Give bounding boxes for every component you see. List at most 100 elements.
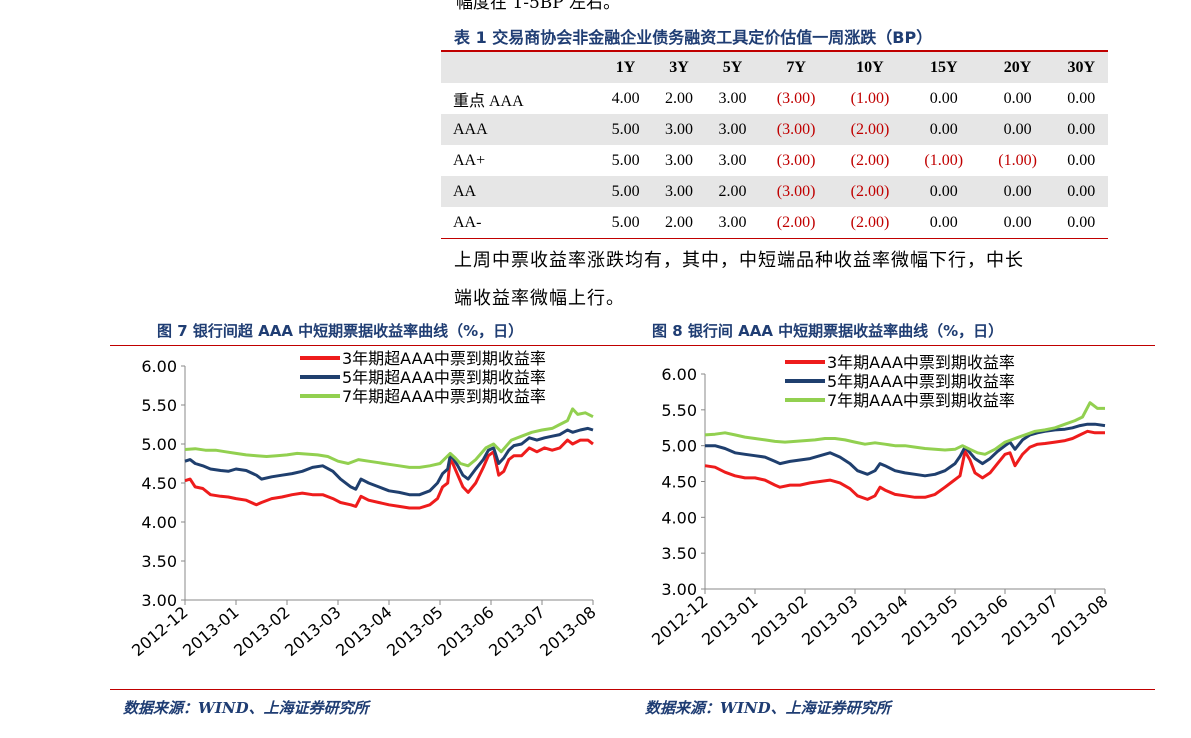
x-tick-label: 2013-01 [179, 603, 242, 661]
header-cell: 20Y [980, 50, 1055, 83]
table-cell: 0.00 [1054, 176, 1108, 207]
table-cell: (1.00) [998, 151, 1037, 169]
y-tick-label: 3.00 [141, 591, 177, 610]
legend-label: 5年期AAA中票到期收益率 [827, 372, 1015, 391]
row-label: AA+ [453, 151, 486, 169]
pricing-table: 1Y 3Y 5Y 7Y 10Y 15Y 20Y 30Y 重点 AAA 4.00 2.… [441, 50, 1108, 239]
row-label: AAA [441, 114, 599, 145]
table-cell: 5.00 [598, 207, 653, 239]
table-cell: (3.00) [776, 89, 816, 107]
row-label: AA- [441, 207, 599, 239]
table-cell: 0.00 [980, 114, 1055, 145]
legend-label: 7年期AAA中票到期收益率 [827, 391, 1015, 410]
table-cell: 0.00 [980, 176, 1055, 207]
x-tick-label: 2013-06 [434, 603, 497, 661]
series-line [184, 438, 594, 510]
x-tick-label: 2013-03 [281, 603, 344, 661]
top-partial-line: 幅度在 1-5BP 左右。 [456, 0, 621, 13]
series-line [705, 422, 1106, 478]
table-cell: 2.00 [665, 89, 694, 107]
table-cell: (2.00) [850, 151, 890, 169]
table-cell: 0.00 [1054, 114, 1108, 145]
y-tick-label: 4.00 [141, 513, 177, 532]
x-tick-label: 2012-12 [128, 603, 191, 661]
y-tick-label: 6.00 [661, 365, 697, 384]
table-row: 重点 AAA 4.00 2.00 3.00 (3.00) (1.00) 0.00 0.00 0.… [441, 83, 1108, 114]
table-cell: 3.00 [718, 89, 747, 107]
table-cell: (3.00) [759, 176, 834, 207]
y-tick-label: 4.50 [661, 473, 697, 492]
legend-label: 7年期超AAA中票到期收益率 [342, 387, 546, 406]
table-cell: 5.00 [598, 114, 653, 145]
table-cell: 3.00 [718, 151, 747, 169]
source-note-left: 数据来源：WIND、上海证券研究所 [123, 699, 369, 717]
x-tick-label: 2013-07 [485, 603, 548, 661]
source-note-right: 数据来源：WIND、上海证券研究所 [645, 699, 891, 717]
series-line [704, 429, 1105, 501]
table-cell: (3.00) [776, 151, 816, 169]
table-cell: 0.00 [980, 207, 1055, 239]
table-cell: (2.00) [833, 176, 907, 207]
series-line [184, 426, 594, 497]
y-tick-label: 4.00 [661, 508, 697, 527]
table-cell: 3.00 [705, 207, 760, 239]
table-header-row: 1Y 3Y 5Y 7Y 10Y 15Y 20Y 30Y [441, 50, 1108, 83]
x-tick-label: 2013-04 [332, 603, 395, 661]
x-tick-label: 2013-08 [1048, 592, 1111, 650]
y-tick-label: 5.00 [661, 437, 697, 456]
table-cell: 3.00 [705, 114, 760, 145]
table-cell: (1.00) [850, 89, 890, 107]
table-cell: 2.00 [705, 176, 760, 207]
x-tick-label: 2013-08 [536, 603, 599, 661]
table-cell: 5.00 [598, 176, 653, 207]
rule-top [110, 345, 1155, 346]
figure-7-caption: 图 7 银行间超 AAA 中短期票据收益率曲线（%，日） [157, 322, 524, 340]
y-tick-label: 6.00 [141, 357, 177, 376]
table-cell: 3.00 [652, 114, 706, 145]
row-label: AA [441, 176, 599, 207]
table-cell: 0.00 [1067, 151, 1096, 169]
table-cell: 0.00 [1067, 89, 1096, 107]
table-row: AA- 5.00 2.00 3.00 (2.00) (2.00) 0.00 0.00 0.00 [441, 207, 1108, 239]
header-cell [441, 50, 599, 83]
paragraph-line-1: 上周中票收益率涨跌均有，其中，中短端品种收益率微幅下行，中长 [454, 250, 1024, 271]
table-cell: (3.00) [759, 114, 834, 145]
series-line [704, 401, 1105, 456]
table-cell: 0.00 [929, 89, 958, 107]
table-cell: 5.00 [611, 151, 640, 169]
x-tick-label: 2013-05 [383, 603, 446, 661]
y-tick-label: 3.50 [661, 544, 697, 563]
table-cell: 4.00 [611, 89, 640, 107]
table-cell: (2.00) [759, 207, 834, 239]
table-caption: 表 1 交易商协会非金融企业债务融资工具定价估值一周涨跌（BP） [454, 28, 933, 47]
y-tick-label: 5.50 [661, 401, 697, 420]
y-tick-label: 4.50 [141, 474, 177, 493]
table-cell: 0.00 [1003, 89, 1032, 107]
y-tick-label: 5.50 [141, 396, 177, 415]
table-cell: 2.00 [652, 207, 706, 239]
table-cell: 0.00 [1054, 207, 1108, 239]
header-cell: 15Y [906, 50, 981, 83]
table-cell: 0.00 [906, 207, 981, 239]
header-cell: 5Y [705, 50, 760, 83]
table-cell: 0.00 [906, 176, 981, 207]
y-tick-label: 3.00 [661, 580, 697, 599]
header-cell: 3Y [652, 50, 706, 83]
table-cell: (2.00) [833, 207, 907, 239]
y-tick-label: 5.00 [141, 435, 177, 454]
header-cell: 1Y [598, 50, 653, 83]
table-row: AA 5.00 3.00 2.00 (3.00) (2.00) 0.00 0.00 0.00 [441, 176, 1108, 207]
header-cell: 30Y [1054, 50, 1108, 83]
series-line [184, 407, 594, 469]
legend-label: 5年期超AAA中票到期收益率 [342, 368, 546, 387]
chart-fig8: 3.003.504.004.505.005.506.002012-122013-… [648, 353, 1111, 650]
header-cell: 7Y [759, 50, 834, 83]
table-cell: 0.00 [906, 114, 981, 145]
y-tick-label: 3.50 [141, 552, 177, 571]
table-cell: 3.00 [652, 176, 706, 207]
x-tick-label: 2013-02 [230, 603, 293, 661]
row-label: 重点 AAA [453, 92, 524, 110]
chart-fig7: 3.003.504.004.505.005.506.002012-122013-… [128, 349, 599, 661]
table-row: AA+ 5.00 3.00 3.00 (3.00) (2.00) (1.00) (1.00) 0… [441, 145, 1108, 176]
rule-bottom [110, 689, 1155, 690]
